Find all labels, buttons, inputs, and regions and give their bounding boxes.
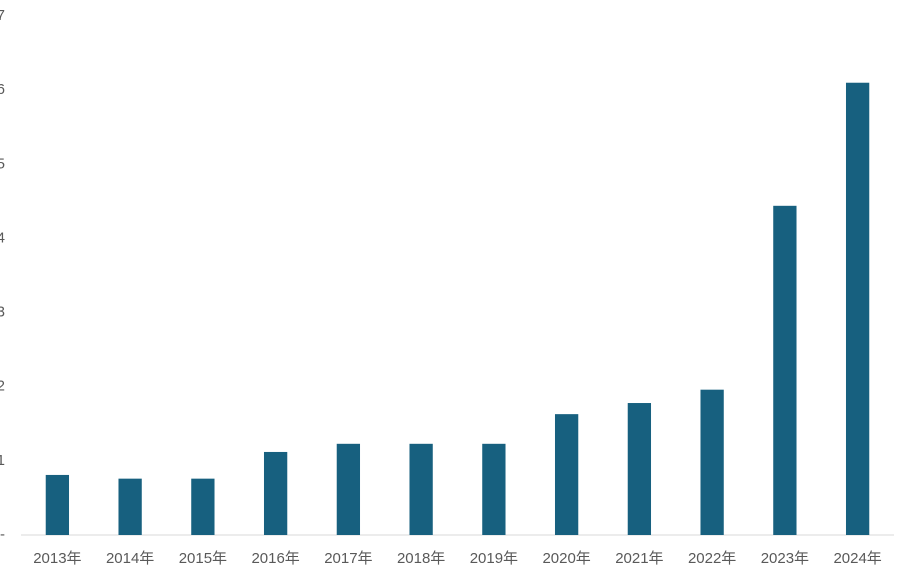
bar <box>482 443 506 535</box>
y-tick-label: 1 <box>0 452 5 469</box>
x-tick-label: 2020年 <box>542 550 590 567</box>
x-tick-label: 2024年 <box>833 550 881 567</box>
y-tick-label: 2 <box>0 378 5 395</box>
x-tick-label: 2023年 <box>761 550 809 567</box>
bar <box>845 82 870 535</box>
y-tick-label: 7 <box>0 7 5 24</box>
x-tick-label: 2017年 <box>324 550 372 567</box>
bar <box>118 478 142 535</box>
bar <box>554 414 579 535</box>
x-tick-label: 2013年 <box>33 550 81 567</box>
bar <box>773 205 797 535</box>
y-tick-label: 6 <box>0 81 5 98</box>
y-tick-label: - <box>0 526 5 543</box>
bar <box>627 403 652 535</box>
x-tick-label: 2019年 <box>470 550 518 567</box>
y-tick-label: 4 <box>0 229 5 246</box>
bar <box>263 451 288 535</box>
x-tick-label: 2015年 <box>179 550 227 567</box>
y-tick-label: 5 <box>0 155 5 172</box>
bar <box>700 389 724 535</box>
x-tick-label: 2022年 <box>688 550 736 567</box>
bar <box>45 474 70 535</box>
bar <box>191 478 215 535</box>
bar <box>336 443 361 535</box>
x-tick-label: 2021年 <box>615 550 663 567</box>
y-tick-label: 3 <box>0 304 5 321</box>
x-tick-label: 2016年 <box>251 550 299 567</box>
x-tick-label: 2018年 <box>397 550 445 567</box>
bar <box>409 443 433 535</box>
x-tick-label: 2014年 <box>106 550 154 567</box>
